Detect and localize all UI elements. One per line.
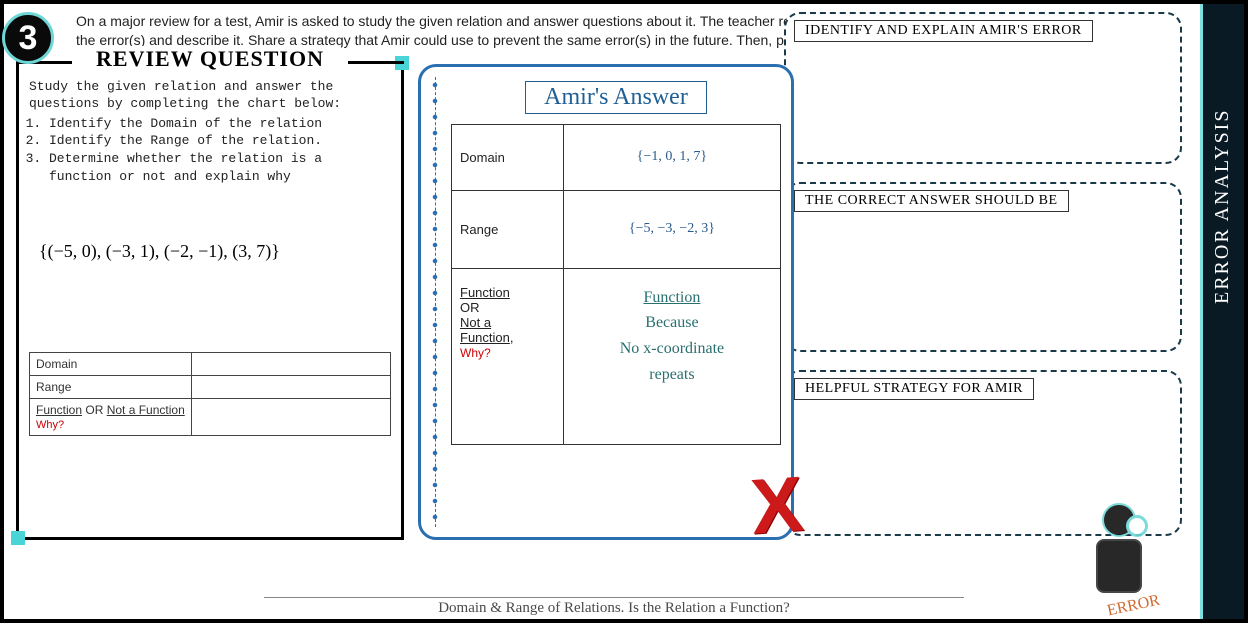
robot-body-icon: [1096, 539, 1142, 593]
amir-range-label: Range: [452, 190, 564, 268]
review-item: Determine whether the relation is a func…: [49, 150, 391, 185]
robot-head-icon: [1102, 503, 1136, 537]
identify-error-label: IDENTIFY AND EXPLAIN AMIR'S ERROR: [794, 20, 1093, 42]
worksheet-page: 3 On a major review for a test, Amir is …: [4, 4, 1200, 619]
amir-answer-line: No x-coordinate: [620, 340, 724, 357]
spiral-binding-icon: [427, 77, 443, 527]
robot-error-tag: ERROR: [1105, 592, 1161, 621]
table-row: FunctionORNot aFunction, Why? Function B…: [452, 268, 781, 444]
amir-domain-value: {−1, 0, 1, 7}: [563, 124, 780, 190]
side-tab: ERROR ANALYSIS: [1200, 4, 1244, 619]
review-list: Identify the Domain of the relation Iden…: [49, 115, 391, 185]
robot-mascot-icon: ERROR: [1084, 503, 1154, 613]
question-number-badge: 3: [2, 12, 54, 64]
function-blank-cell[interactable]: [192, 399, 391, 436]
amir-range-value: {−5, −3, −2, 3}: [563, 190, 780, 268]
amir-why-label: Why?: [460, 346, 491, 360]
amir-answer-line: repeats: [649, 366, 694, 383]
review-panel: REVIEW QUESTION Study the given relation…: [16, 64, 404, 540]
amir-title: Amir's Answer: [525, 81, 707, 114]
correct-answer-label: THE CORRECT ANSWER SHOULD BE: [794, 190, 1069, 212]
review-title: REVIEW QUESTION: [79, 46, 341, 72]
amir-function-answer: Function Because No x-coordinate repeats: [563, 268, 780, 444]
amir-answer-line: Because: [645, 314, 698, 331]
amir-function-label: FunctionORNot aFunction, Why?: [452, 268, 564, 444]
table-row: Range: [30, 376, 391, 399]
incorrect-x-icon: X: [748, 458, 806, 552]
function-label-cell: Function OR Not a Function Why?: [30, 399, 192, 436]
review-instructions: Study the given relation and answer the …: [29, 78, 391, 185]
right-column: IDENTIFY AND EXPLAIN AMIR'S ERROR THE CO…: [784, 12, 1182, 536]
domain-label-cell: Domain: [30, 353, 192, 376]
review-item: Identify the Range of the relation.: [49, 132, 391, 150]
blank-answer-table: Domain Range Function OR Not a Function …: [29, 352, 391, 436]
range-label-cell: Range: [30, 376, 192, 399]
side-tab-label: ERROR ANALYSIS: [1211, 109, 1234, 304]
table-row: Function OR Not a Function Why?: [30, 399, 391, 436]
review-intro: Study the given relation and answer the …: [29, 79, 341, 112]
function-label-text: Function OR Not a Function: [36, 403, 185, 417]
why-label: Why?: [36, 419, 64, 431]
table-row: Domain: [30, 353, 391, 376]
amir-answer-line: Function: [643, 289, 700, 306]
table-row: Domain {−1, 0, 1, 7}: [452, 124, 781, 190]
accent-icon: [11, 531, 25, 545]
relation-set: {(−5, 0), (−3, 1), (−2, −1), (3, 7)}: [29, 241, 391, 262]
identify-error-box: IDENTIFY AND EXPLAIN AMIR'S ERROR: [784, 12, 1182, 164]
amir-function-label-text: FunctionORNot aFunction,: [460, 285, 514, 345]
footer-topic: Domain & Range of Relations. Is the Rela…: [264, 597, 964, 617]
amir-domain-label: Domain: [452, 124, 564, 190]
accent-icon: [395, 56, 409, 70]
amir-answer-panel: Amir's Answer Domain {−1, 0, 1, 7} Range…: [418, 64, 794, 540]
amir-answer-table: Domain {−1, 0, 1, 7} Range {−5, −3, −2, …: [451, 124, 781, 445]
range-blank-cell[interactable]: [192, 376, 391, 399]
correct-answer-box: THE CORRECT ANSWER SHOULD BE: [784, 182, 1182, 352]
review-item: Identify the Domain of the relation: [49, 115, 391, 133]
table-row: Range {−5, −3, −2, 3}: [452, 190, 781, 268]
domain-blank-cell[interactable]: [192, 353, 391, 376]
strategy-label: HELPFUL STRATEGY FOR AMIR: [794, 378, 1034, 400]
